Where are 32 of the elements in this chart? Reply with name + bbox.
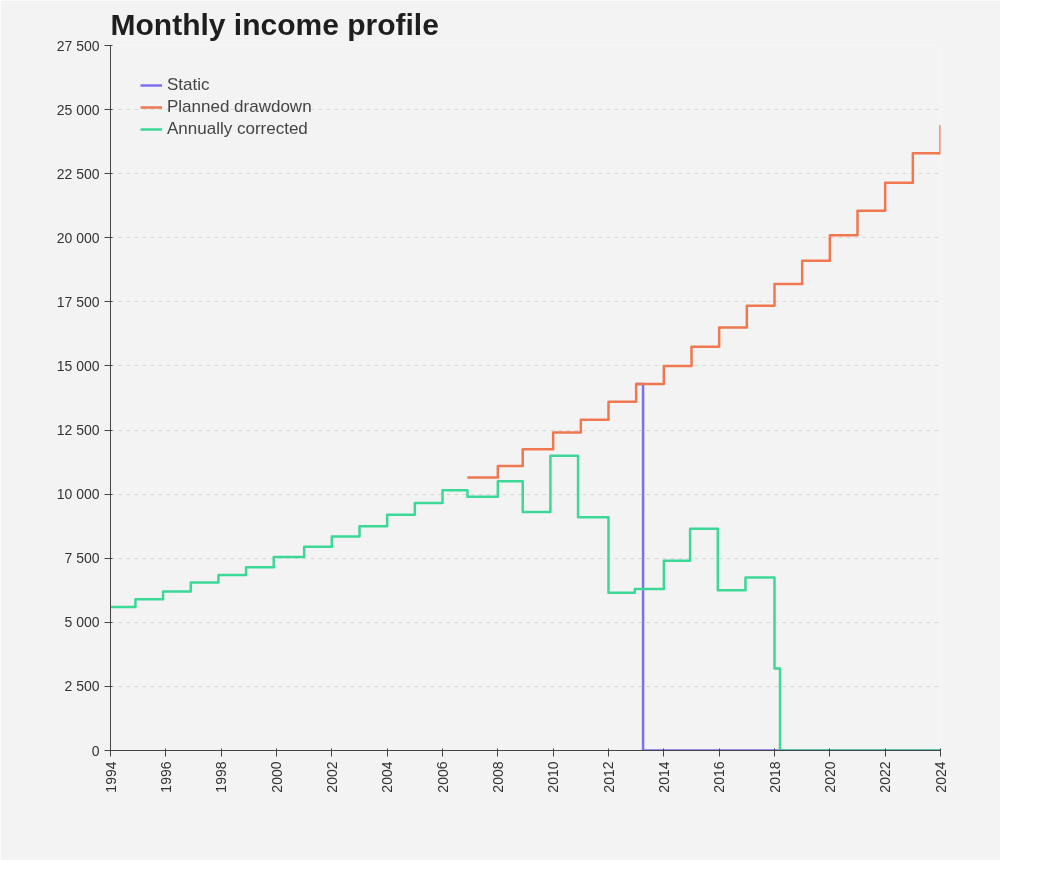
y-tick-label: 25 000	[56, 101, 100, 118]
chart-title: Monthly income profile	[110, 7, 439, 41]
x-tick-label: 2020	[821, 761, 838, 793]
y-tick-label: 17 500	[56, 293, 100, 310]
legend-label: Static	[167, 75, 210, 95]
x-tick-label: 1996	[157, 761, 174, 793]
x-tick-label: 1998	[213, 761, 230, 793]
y-tick-label: 0	[91, 742, 100, 759]
x-tick-label: 2014	[655, 761, 672, 793]
x-tick-label: 2022	[877, 761, 894, 793]
y-tick-label: 27 500	[56, 37, 100, 54]
y-tick-label: 5 000	[64, 614, 100, 631]
y-tick-label: 22 500	[56, 165, 100, 182]
x-tick-label: 2008	[489, 761, 506, 793]
x-tick-label: 2012	[600, 761, 617, 793]
x-tick-label: 2018	[766, 761, 783, 793]
y-tick-label: 10 000	[56, 486, 100, 503]
y-tick-label: 2 500	[64, 678, 100, 695]
x-tick-label: 2002	[323, 761, 340, 793]
legend-label: Annually corrected	[167, 119, 308, 139]
y-tick-label: 12 500	[56, 422, 100, 439]
y-tick-label: 15 000	[56, 357, 100, 374]
x-tick-label: 1994	[102, 761, 119, 793]
legend-label: Planned drawdown	[167, 97, 312, 117]
x-tick-label: 2010	[545, 761, 562, 793]
y-tick-label: 7 500	[64, 550, 100, 567]
x-tick-label: 2024	[932, 761, 949, 793]
x-tick-label: 2000	[268, 761, 285, 793]
y-tick-label: 20 000	[56, 229, 100, 246]
x-tick-label: 2004	[379, 761, 396, 793]
x-tick-label: 2006	[434, 761, 451, 793]
x-tick-label: 2016	[711, 761, 728, 793]
